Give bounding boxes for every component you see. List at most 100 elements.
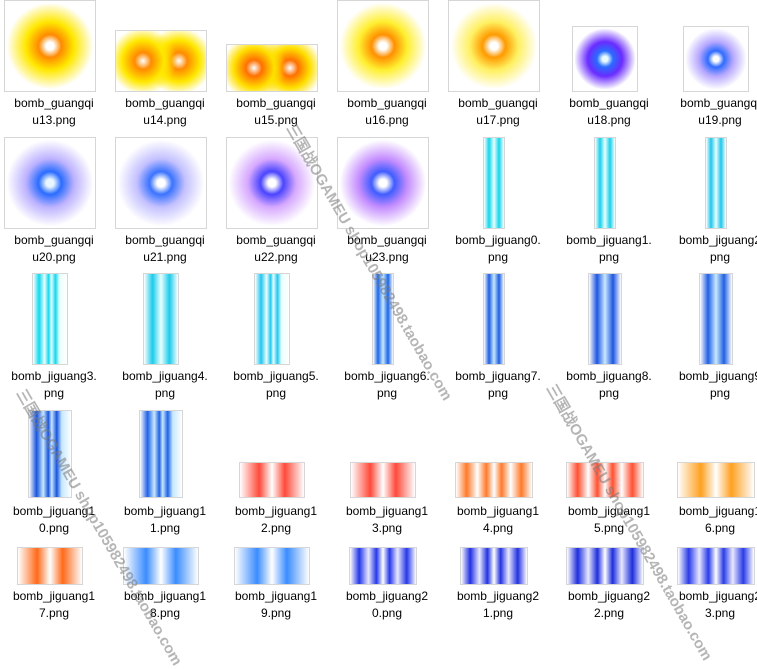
file-name-label: bomb_jiguang2 2.png <box>555 588 663 622</box>
file-thumbnail[interactable] <box>4 0 96 92</box>
file-name-line: 6.png <box>704 521 736 535</box>
file-thumbnail[interactable] <box>677 462 755 498</box>
file-thumbnail[interactable] <box>349 547 417 585</box>
file-thumbnail[interactable] <box>226 137 318 229</box>
file-name-line: bomb_guangqi <box>125 96 205 110</box>
file-name-label: bomb_jiguang1 3.png <box>333 503 441 537</box>
file-name-label: bomb_jiguang1 5.png <box>555 503 663 537</box>
file-name-line: 5.png <box>593 521 625 535</box>
file-thumbnail[interactable] <box>483 273 505 365</box>
file-name-line: bomb_guangqi <box>14 233 94 247</box>
file-name-label: bomb_jiguang1 4.png <box>444 503 552 537</box>
file-thumbnail[interactable] <box>239 462 305 498</box>
file-name-line: 0.png <box>371 606 403 620</box>
file-thumbnail[interactable] <box>683 26 749 92</box>
file-name-label: bomb_jiguang6.png <box>333 368 441 402</box>
file-name-label: bomb_jiguang1 8.png <box>111 588 219 622</box>
file-name-label: bomb_guangqi u17.png <box>444 95 552 129</box>
file-name-line: png <box>598 386 620 400</box>
file-name-label: bomb_jiguang1 1.png <box>111 503 219 537</box>
file-thumbnail[interactable] <box>566 462 644 498</box>
file-name-label: bomb_guangqi u19.png <box>666 95 757 129</box>
file-name-line: bomb_jiguang1 <box>123 504 207 518</box>
file-name-line: u20.png <box>32 250 76 264</box>
file-name-line: bomb_guangqi <box>347 96 427 110</box>
file-name-label: bomb_guangqi u15.png <box>222 95 330 129</box>
file-name-label: bomb_jiguang1 7.png <box>0 588 108 622</box>
file-thumbnail[interactable] <box>448 0 540 92</box>
file-thumbnail[interactable] <box>17 547 83 585</box>
file-thumbnail[interactable] <box>594 137 616 229</box>
file-name-line: bomb_jiguang2 <box>345 589 429 603</box>
file-name-line: 1.png <box>482 606 514 620</box>
file-name-line: bomb_jiguang1. <box>566 233 652 247</box>
file-name-label: bomb_jiguang7. png <box>444 368 552 402</box>
file-name-line: u14.png <box>143 113 187 127</box>
file-thumbnail[interactable] <box>588 273 622 365</box>
file-thumbnail[interactable] <box>234 547 310 585</box>
file-name-line: png <box>598 250 620 264</box>
file-thumbnail[interactable] <box>226 44 318 92</box>
file-name-line: bomb_guangqi <box>458 96 538 110</box>
file-name-line: png <box>487 250 509 264</box>
file-name-label: bomb_jiguang3.png <box>0 368 108 402</box>
file-name-label: bomb_guangqi u13.png <box>0 95 108 129</box>
file-name-line: bomb_jiguang2 <box>567 589 651 603</box>
file-name-line: bomb_guangqi <box>14 96 94 110</box>
file-name-line: png <box>376 386 398 400</box>
file-name-line: png <box>709 386 731 400</box>
file-name-line: bomb_guangqi <box>236 233 316 247</box>
file-thumbnail[interactable] <box>566 547 644 585</box>
file-thumbnail[interactable] <box>4 137 96 229</box>
file-name-label: bomb_jiguang1 0.png <box>0 503 108 537</box>
file-thumbnail[interactable] <box>115 137 207 229</box>
file-thumbnail[interactable] <box>460 547 528 585</box>
file-thumbnail[interactable] <box>483 137 505 229</box>
file-thumbnail[interactable] <box>115 30 207 92</box>
file-thumbnail[interactable] <box>123 547 199 585</box>
file-thumbnail[interactable] <box>705 137 727 229</box>
file-name-line: bomb_jiguang7. <box>455 369 541 383</box>
file-thumbnail[interactable] <box>254 273 290 365</box>
file-name-label: bomb_jiguang0. png <box>444 232 552 266</box>
file-name-label: bomb_guangqi u16.png <box>333 95 441 129</box>
file-thumbnail[interactable] <box>699 273 733 365</box>
file-thumbnail[interactable] <box>28 410 72 498</box>
file-name-line: 9.png <box>260 606 292 620</box>
file-thumbnail[interactable] <box>143 273 179 365</box>
file-name-line: bomb_jiguang2 <box>678 233 757 247</box>
file-name-label: bomb_guangqi u23.png <box>333 232 441 266</box>
file-name-label: bomb_jiguang8. png <box>555 368 663 402</box>
file-name-line: bomb_jiguang1 <box>345 504 429 518</box>
file-name-line: bomb_guangqi <box>347 233 427 247</box>
file-name-line: bomb_jiguang6. <box>344 369 430 383</box>
file-name-label: bomb_jiguang1 2.png <box>222 503 330 537</box>
file-name-line: bomb_jiguang2 <box>678 589 757 603</box>
file-name-line: 7.png <box>38 606 70 620</box>
file-thumbnail[interactable] <box>337 137 429 229</box>
file-name-label: bomb_jiguang1 6.png <box>666 503 757 537</box>
file-thumbnail[interactable] <box>572 26 638 92</box>
file-name-line: u19.png <box>698 113 742 127</box>
file-name-line: u16.png <box>365 113 409 127</box>
file-thumbnail[interactable] <box>32 273 68 365</box>
file-name-label: bomb_jiguang1 9.png <box>222 588 330 622</box>
file-name-line: 8.png <box>149 606 181 620</box>
file-name-line: 3.png <box>704 606 736 620</box>
file-thumbnail[interactable] <box>337 0 429 92</box>
file-name-label: bomb_guangqi u14.png <box>111 95 219 129</box>
file-name-label: bomb_jiguang2 1.png <box>444 588 552 622</box>
file-name-line: png <box>709 250 731 264</box>
file-name-line: bomb_jiguang1 <box>12 589 96 603</box>
file-name-line: u21.png <box>143 250 187 264</box>
file-thumbnail[interactable] <box>350 462 416 498</box>
file-thumbnail[interactable] <box>372 273 394 365</box>
file-thumbnail[interactable] <box>455 462 533 498</box>
file-name-line: bomb_guangqi <box>125 233 205 247</box>
file-thumbnail[interactable] <box>139 410 183 498</box>
file-name-line: bomb_jiguang3. <box>11 369 97 383</box>
file-name-line: png <box>43 386 65 400</box>
file-name-label: bomb_jiguang5. png <box>222 368 330 402</box>
file-thumbnail[interactable] <box>677 547 755 585</box>
file-name-label: bomb_guangqi u20.png <box>0 232 108 266</box>
